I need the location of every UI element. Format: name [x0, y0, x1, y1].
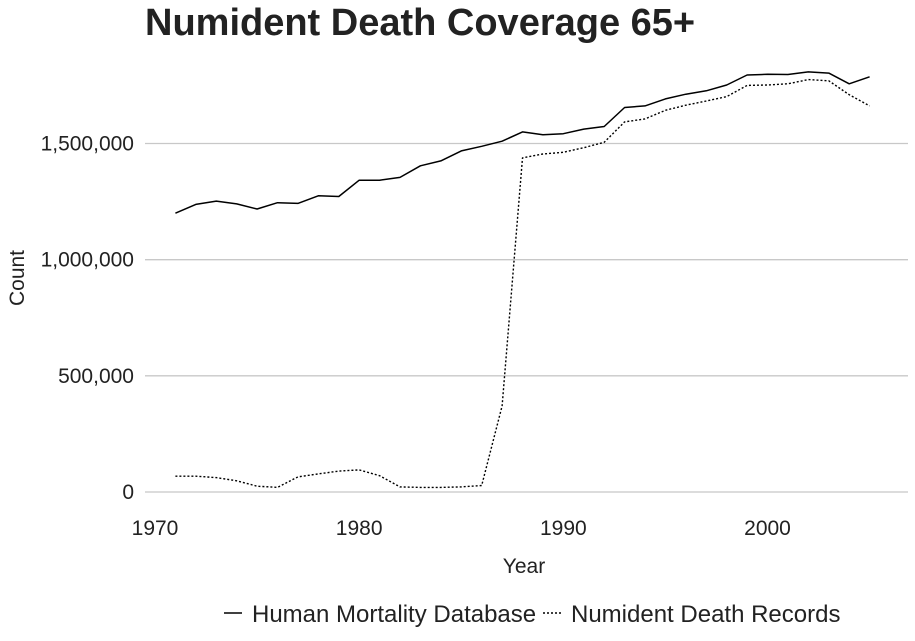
x-axis-ticks: 1970 1980 1990 2000: [132, 517, 791, 540]
series-line-numident: [175, 78, 870, 489]
y-axis-label: Count: [6, 250, 29, 306]
x-tick-label: 1980: [336, 517, 383, 540]
x-tick-label: 1970: [132, 517, 179, 540]
y-tick-label: 500,000: [58, 365, 134, 388]
chart-title: Numident Death Coverage 65+: [145, 2, 695, 44]
grid-lines: [145, 142, 908, 493]
series-line-hmd: [175, 71, 870, 214]
y-tick-label: 0: [122, 481, 134, 504]
series-lines: [175, 71, 870, 489]
x-axis-label: Year: [503, 555, 545, 578]
legend-label-numident: Numident Death Records: [571, 601, 840, 628]
y-tick-label: 1,000,000: [41, 249, 134, 272]
x-tick-label: 1990: [540, 517, 587, 540]
legend-label-hmd: Human Mortality Database: [252, 601, 536, 628]
y-axis-ticks: 0 500,000 1,000,000 1,500,000: [41, 133, 134, 505]
y-tick-label: 1,500,000: [41, 133, 134, 156]
legend: Human Mortality Database Numident Death R…: [224, 601, 840, 628]
x-tick-label: 2000: [744, 517, 791, 540]
